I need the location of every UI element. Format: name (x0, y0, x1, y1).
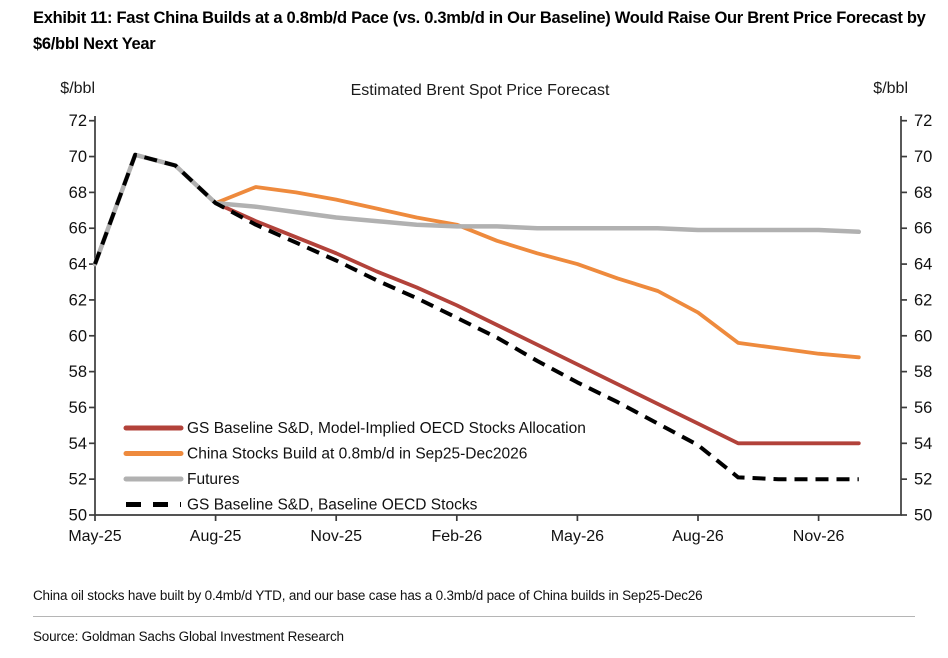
legend-label-1: China Stocks Build at 0.8mb/d in Sep25-D… (187, 446, 527, 463)
x-tick-label: Nov-26 (793, 528, 845, 545)
y-tick-label-right: 50 (914, 507, 932, 525)
y-tick-label-right: 52 (914, 471, 932, 489)
y-tick-label-left: 64 (69, 256, 87, 274)
legend-label-2: Futures (187, 471, 240, 488)
x-tick-label: Aug-25 (190, 528, 242, 545)
y-axis-unit-right: $/bbl (873, 80, 908, 97)
y-tick-label-left: 60 (69, 327, 87, 345)
x-tick-label: Aug-26 (672, 528, 724, 545)
x-tick-label: May-26 (551, 528, 604, 545)
y-tick-label-left: 52 (69, 471, 87, 489)
y-tick-label-right: 62 (914, 291, 932, 309)
series-line-2 (92, 152, 862, 267)
axis-frame (94, 116, 902, 516)
y-tick-label-right: 60 (914, 327, 932, 345)
y-tick-label-right: 66 (914, 220, 932, 238)
y-tick-label-left: 72 (69, 112, 87, 130)
y-axis-unit-left: $/bbl (60, 80, 95, 97)
y-tick-label-left: 56 (69, 399, 87, 417)
y-tick-label-right: 54 (914, 435, 932, 453)
x-tick-label: Feb-26 (431, 528, 482, 545)
y-tick-label-left: 68 (69, 184, 87, 202)
y-tick-label-left: 50 (69, 507, 87, 525)
series-line-3 (93, 152, 859, 482)
divider-rule (33, 616, 915, 617)
y-tick-label-right: 68 (914, 184, 932, 202)
y-tick-label-left: 62 (69, 291, 87, 309)
y-tick-label-right: 70 (914, 148, 932, 166)
y-tick-label-right: 56 (914, 399, 932, 417)
chart-title: Estimated Brent Spot Price Forecast (350, 82, 610, 99)
y-tick-label-right: 58 (914, 363, 932, 381)
y-tick-label-left: 54 (69, 435, 87, 453)
legend-label-3: GS Baseline S&D, Baseline OECD Stocks (187, 497, 478, 514)
legend-label-0: GS Baseline S&D, Model-Implied OECD Stoc… (187, 420, 586, 437)
y-tick-label-right: 64 (914, 256, 932, 274)
x-tick-label: Nov-25 (310, 528, 362, 545)
x-tick-label: May-25 (68, 528, 121, 545)
source-credit: Source: Goldman Sachs Global Investment … (33, 629, 344, 644)
y-tick-label-left: 66 (69, 220, 87, 238)
y-tick-label-left: 58 (69, 363, 87, 381)
series-line-1 (93, 152, 861, 360)
exhibit-title: Exhibit 11: Fast China Builds at a 0.8mb… (33, 9, 926, 53)
y-tick-label-left: 70 (69, 148, 87, 166)
chart-footnote: China oil stocks have built by 0.4mb/d Y… (33, 588, 703, 603)
y-tick-label-right: 72 (914, 112, 932, 130)
